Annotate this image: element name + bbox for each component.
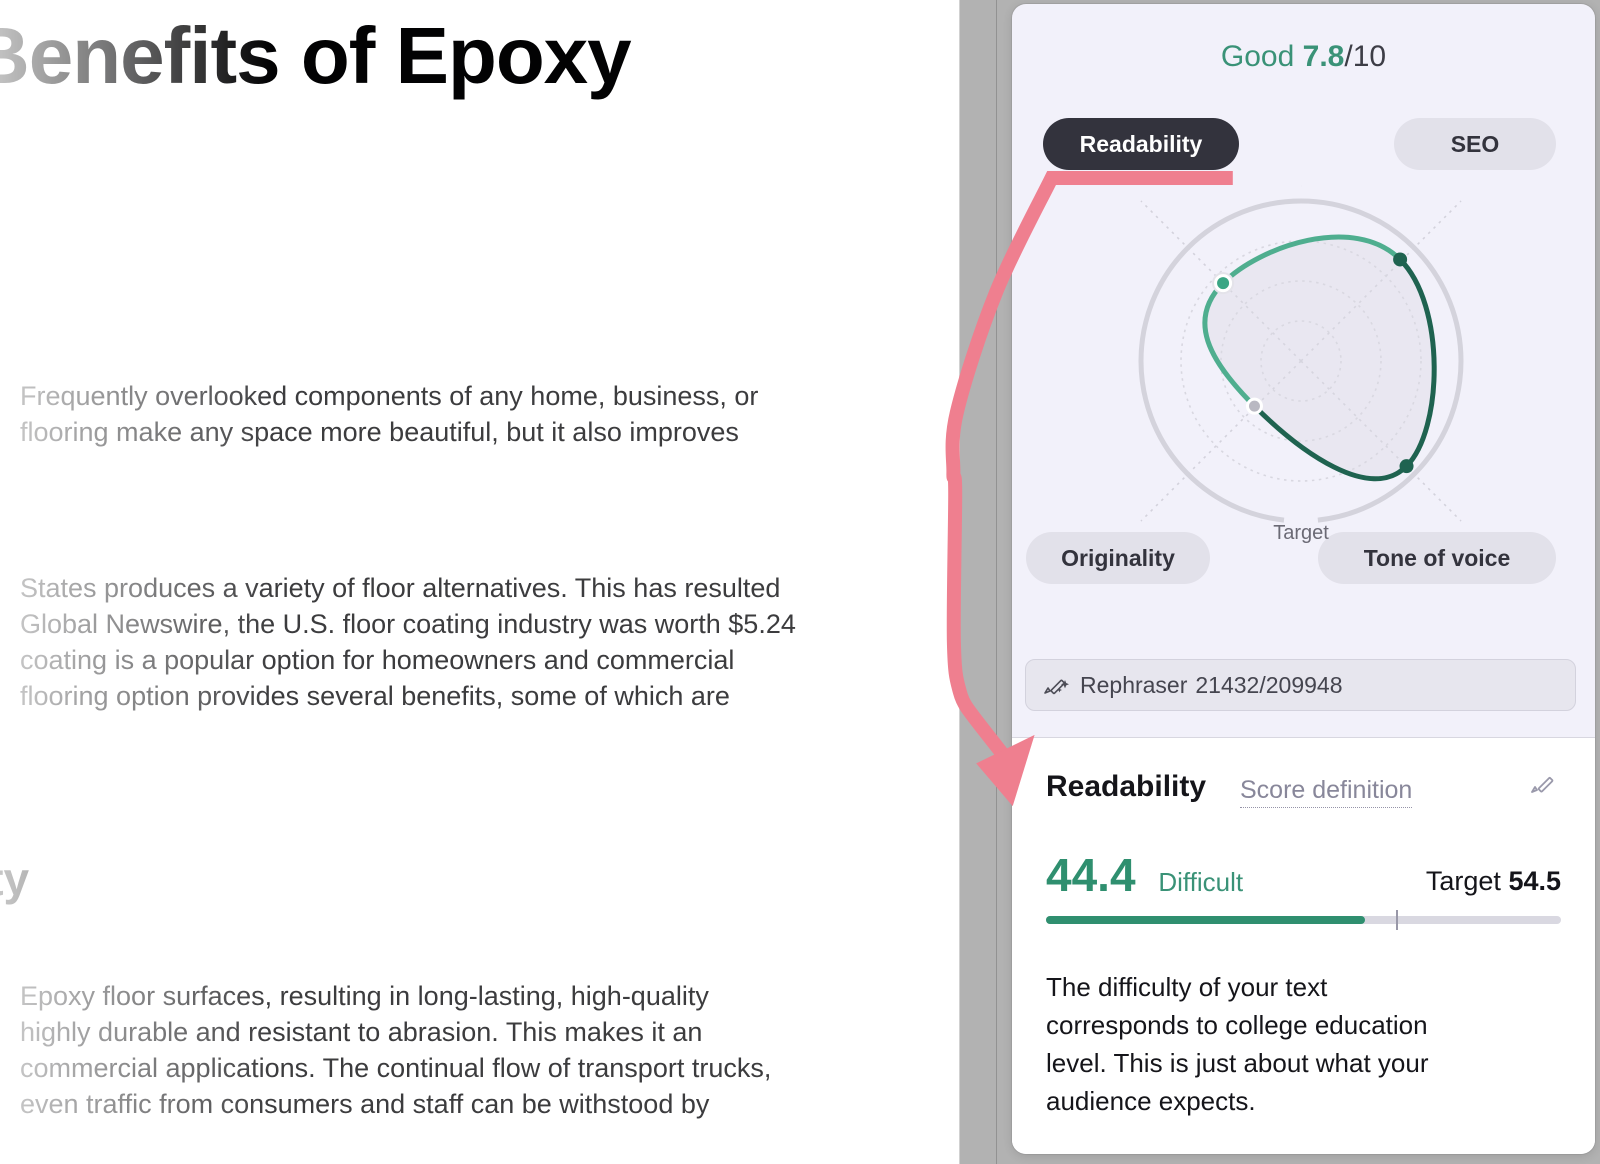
svg-text:Target: Target — [1273, 522, 1329, 544]
